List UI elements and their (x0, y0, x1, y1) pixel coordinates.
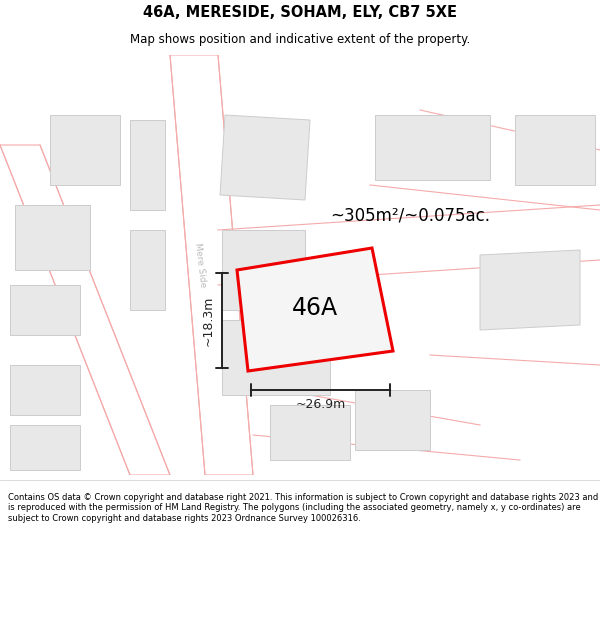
Polygon shape (15, 205, 90, 270)
Polygon shape (220, 115, 310, 200)
Text: ~305m²/~0.075ac.: ~305m²/~0.075ac. (330, 206, 490, 224)
Polygon shape (10, 365, 80, 415)
Text: 46A: 46A (292, 296, 338, 320)
Text: Mere Side: Mere Side (193, 242, 207, 288)
Polygon shape (130, 120, 165, 210)
Text: Contains OS data © Crown copyright and database right 2021. This information is : Contains OS data © Crown copyright and d… (8, 493, 598, 522)
Polygon shape (130, 230, 165, 310)
Text: ~26.9m: ~26.9m (295, 398, 346, 411)
Polygon shape (10, 285, 80, 335)
Polygon shape (0, 145, 170, 475)
Polygon shape (170, 55, 253, 475)
Polygon shape (222, 320, 330, 395)
Polygon shape (270, 405, 350, 460)
Polygon shape (50, 115, 120, 185)
Polygon shape (375, 115, 490, 180)
Polygon shape (355, 390, 430, 450)
Polygon shape (515, 115, 595, 185)
Polygon shape (480, 250, 580, 330)
Polygon shape (10, 425, 80, 470)
Text: 46A, MERESIDE, SOHAM, ELY, CB7 5XE: 46A, MERESIDE, SOHAM, ELY, CB7 5XE (143, 4, 457, 19)
Text: ~18.3m: ~18.3m (202, 295, 215, 346)
Polygon shape (222, 230, 305, 310)
Polygon shape (237, 248, 393, 371)
Text: Map shows position and indicative extent of the property.: Map shows position and indicative extent… (130, 33, 470, 46)
